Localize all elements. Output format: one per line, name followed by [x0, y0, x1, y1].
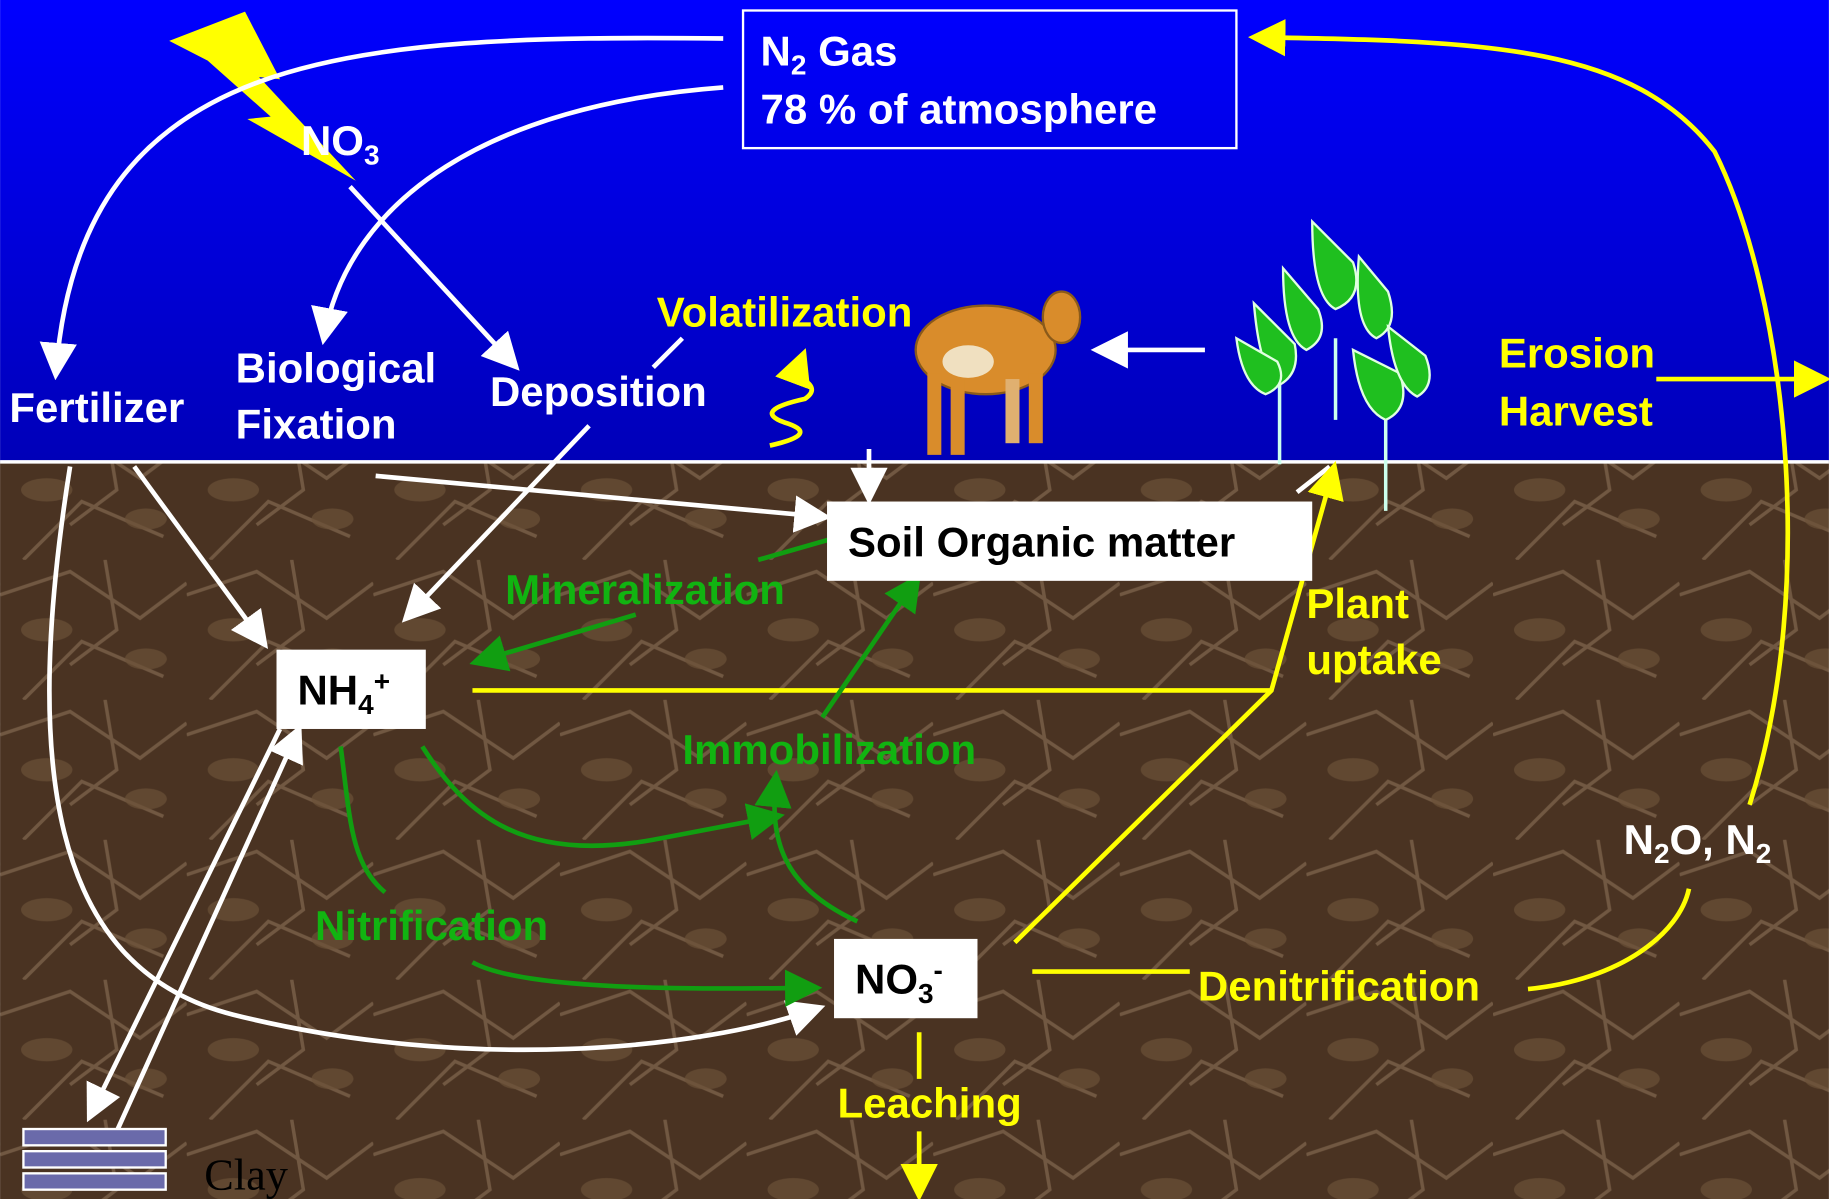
- soil-organic-matter: Soil Organic matter: [848, 518, 1235, 565]
- clay-label: Clay: [204, 1151, 288, 1199]
- yellow-arrows: [472, 19, 1829, 1199]
- volatilization: Volatilization: [657, 289, 913, 336]
- immobilization: Immobilization: [682, 726, 976, 773]
- n2-share: 78 % of atmosphere: [761, 86, 1158, 133]
- deposition: Deposition: [490, 368, 707, 415]
- plant-uptake: Plant uptake: [1306, 580, 1441, 683]
- mineralization: Mineralization: [505, 566, 785, 613]
- atmosphere-bg: [0, 0, 1829, 462]
- green-arrows: [338, 534, 921, 1007]
- white-arrows: [39, 35, 1332, 1133]
- nitrification: Nitrification: [315, 902, 548, 949]
- soil-organic-box: [827, 501, 1313, 581]
- leaching: Leaching: [838, 1079, 1022, 1126]
- biological-fixation: Biological Fixation: [236, 345, 437, 448]
- denitrification: Denitrification: [1198, 963, 1480, 1010]
- gases: N2O, N2: [1624, 816, 1772, 869]
- nitrate: NO3-: [855, 955, 943, 1009]
- ammonium-box: [276, 649, 426, 729]
- erosion-harvest: Erosion Harvest: [1499, 329, 1655, 434]
- fertilizer: Fertilizer: [9, 384, 184, 431]
- n2-box: [741, 9, 1238, 150]
- clay-layers: [22, 1127, 167, 1191]
- n2-label: N2 Gas: [761, 27, 898, 80]
- plants: [1234, 218, 1431, 511]
- nitrate-box: [834, 938, 978, 1019]
- cow: [914, 290, 1082, 455]
- ammonium: NH4+: [298, 665, 391, 719]
- lightning: [169, 11, 356, 181]
- lightning-product: NO3: [301, 117, 380, 170]
